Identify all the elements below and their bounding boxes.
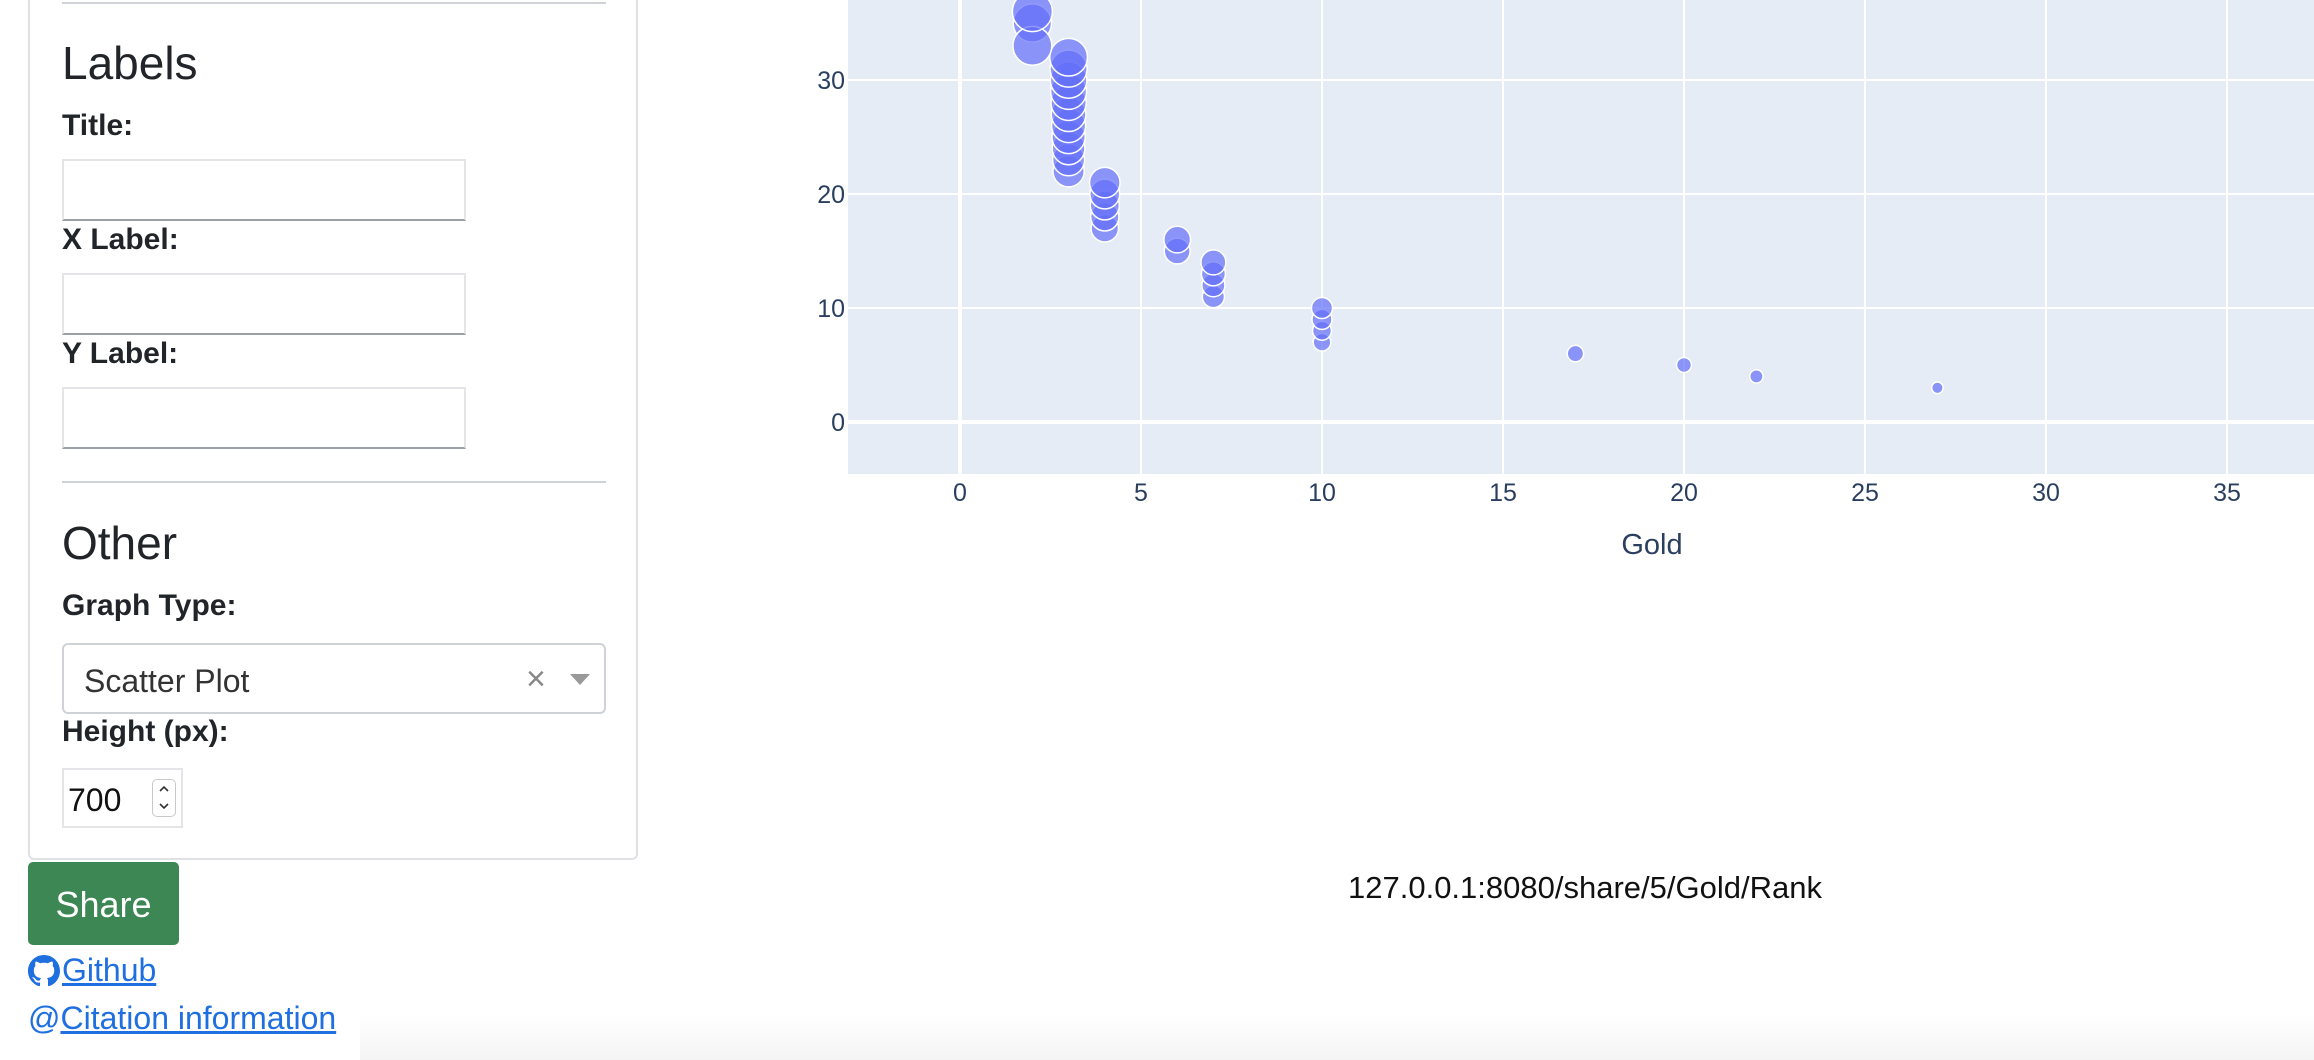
x-tick-label-1: 5	[1134, 479, 1148, 507]
data-point[interactable]	[1200, 249, 1227, 276]
y-label-label: Y Label:	[62, 337, 179, 370]
github-link-label[interactable]: Github	[62, 952, 157, 988]
share-url-text: 127.0.0.1:8080/share/5/Gold/Rank	[1348, 870, 1822, 905]
labels-heading: Labels	[62, 37, 198, 89]
x-tick-labels: 0 5 10 15 20 25 30 35	[953, 479, 2241, 507]
page-bottom-shadow	[360, 1014, 2314, 1060]
x-tick-label-6: 30	[2032, 479, 2060, 507]
x-axis-title: Gold	[1621, 529, 1682, 561]
data-point[interactable]	[1088, 166, 1121, 199]
section-divider-middle	[62, 481, 606, 483]
x-tick-label-4: 20	[1670, 479, 1698, 507]
graph-type-label: Graph Type:	[62, 589, 237, 622]
y-tick-label-1: 10	[817, 295, 845, 323]
share-button[interactable]: Share	[28, 862, 179, 945]
x-tick-label-3: 15	[1489, 479, 1517, 507]
height-label: Height (px):	[62, 715, 229, 748]
graph-type-selected-value: Scatter Plot	[84, 663, 250, 699]
data-point[interactable]	[1163, 225, 1192, 254]
data-point[interactable]	[1048, 37, 1089, 77]
chevron-up-icon[interactable]	[157, 782, 171, 796]
data-point[interactable]	[1310, 296, 1334, 320]
x-label-input[interactable]	[62, 273, 466, 335]
at-icon: @	[28, 1000, 61, 1036]
data-point[interactable]	[1748, 368, 1764, 384]
data-point[interactable]	[1566, 344, 1585, 363]
data-points[interactable]	[1011, 0, 1944, 395]
title-input[interactable]	[62, 159, 466, 221]
other-heading: Other	[62, 517, 178, 569]
x-tick-label-5: 25	[1851, 479, 1879, 507]
section-divider-top	[62, 2, 606, 4]
y-tick-label-3: 30	[817, 67, 845, 95]
citation-link[interactable]: @ Citation information	[28, 1000, 336, 1037]
height-stepper[interactable]	[152, 779, 176, 817]
y-label-input[interactable]	[62, 387, 466, 449]
y-tick-labels: 0 10 20 30	[817, 67, 845, 437]
citation-link-label[interactable]: Citation information	[60, 1000, 337, 1036]
chevron-down-icon[interactable]	[570, 674, 590, 685]
height-input[interactable]: 700	[62, 768, 183, 828]
graph-type-dropdown[interactable]: Scatter Plot ×	[62, 643, 606, 714]
y-tick-label-2: 20	[817, 181, 845, 209]
x-label-label: X Label:	[62, 223, 179, 256]
data-point[interactable]	[1011, 0, 1054, 33]
chevron-down-icon[interactable]	[157, 799, 171, 813]
data-point[interactable]	[1930, 381, 1944, 395]
height-value: 700	[68, 782, 122, 818]
github-link[interactable]: Github	[28, 952, 156, 989]
x-tick-label-7: 35	[2213, 479, 2241, 507]
github-icon	[28, 954, 60, 986]
scatter-chart: 0 5 10 15 20 25 30 35 0 10 20 30 Gold	[817, 0, 2314, 561]
data-point[interactable]	[1675, 356, 1693, 374]
y-tick-label-0: 0	[831, 409, 845, 437]
x-tick-label-2: 10	[1308, 479, 1336, 507]
title-label: Title:	[62, 109, 134, 142]
x-tick-label-0: 0	[953, 479, 967, 507]
close-icon[interactable]: ×	[526, 660, 546, 698]
